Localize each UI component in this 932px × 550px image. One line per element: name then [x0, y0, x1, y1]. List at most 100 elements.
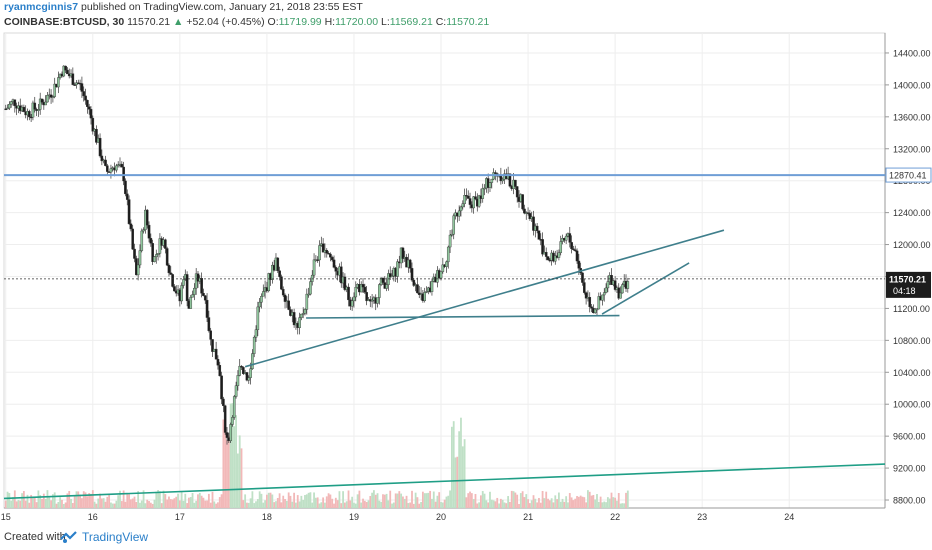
volume-bar — [441, 502, 444, 508]
volume-bar — [568, 493, 571, 508]
candle-body — [568, 233, 572, 243]
candle-body — [140, 230, 144, 251]
candle-body — [91, 117, 95, 132]
volume-bar — [200, 495, 203, 508]
candle-body — [254, 329, 258, 338]
volume-bar — [320, 502, 323, 508]
candle-body — [189, 297, 193, 309]
volume-bar — [599, 496, 602, 508]
volume-bar — [186, 503, 189, 508]
volume-bar — [463, 439, 466, 508]
volume-bar — [42, 493, 45, 508]
volume-bar — [532, 495, 535, 508]
volume-bar — [421, 491, 424, 508]
tradingview-logo-icon[interactable] — [60, 530, 78, 544]
volume-bar — [102, 498, 105, 508]
volume-bar — [291, 501, 294, 508]
volume-bar — [30, 494, 33, 508]
volume-bar — [227, 435, 230, 508]
x-tick-label: 21 — [523, 512, 533, 522]
volume-bar — [75, 491, 78, 508]
volume-bar — [347, 490, 350, 508]
candle-body — [477, 195, 481, 207]
x-tick-label: 24 — [784, 512, 794, 522]
volume-bar — [333, 503, 335, 508]
candle-body — [292, 312, 296, 326]
volume-bar — [287, 492, 290, 508]
chart-header: ryanmcginnis7 published on TradingView.c… — [4, 1, 924, 31]
volume-bar — [144, 503, 147, 508]
candle-body — [229, 424, 232, 442]
candle-body — [33, 102, 37, 110]
volume-bar — [530, 500, 533, 508]
candle-body — [446, 246, 450, 263]
volume-bar — [19, 500, 22, 508]
volume-bar — [440, 501, 442, 508]
volume-bar — [309, 492, 312, 508]
candle-body — [109, 168, 113, 173]
candle-body — [305, 293, 309, 310]
candle-body — [526, 212, 530, 214]
volume-bar — [570, 497, 573, 508]
candle-body — [238, 365, 242, 376]
candle-body — [252, 337, 256, 354]
candle-body — [416, 284, 419, 294]
candle-body — [57, 77, 60, 88]
volume-bar — [438, 492, 441, 508]
tradingview-brand-link[interactable]: TradingView — [82, 530, 149, 544]
volume-bar — [229, 403, 232, 508]
candle-body — [222, 398, 225, 406]
volume-bar — [516, 494, 519, 508]
candle-body — [278, 270, 281, 277]
volume-bar — [565, 496, 568, 508]
volume-bar — [449, 490, 451, 508]
volume-bar — [561, 498, 564, 508]
author-link[interactable]: ryanmcginnis7 — [4, 1, 79, 13]
volume-bar — [612, 497, 615, 508]
x-tick-label: 23 — [697, 512, 707, 522]
volume-bar — [318, 503, 321, 508]
volume-bar — [64, 502, 67, 508]
volume-bar — [86, 496, 89, 508]
volume-bar — [13, 490, 16, 508]
volume-bar — [180, 491, 183, 508]
candle-body — [465, 195, 468, 197]
candle-body — [6, 107, 9, 110]
volume-bar — [129, 499, 132, 508]
volume-bar — [311, 502, 314, 508]
candle-body — [242, 367, 245, 374]
volume-bar — [461, 446, 464, 508]
volume-bar — [175, 496, 178, 508]
volume-bar — [108, 493, 111, 508]
candle-body — [606, 281, 610, 289]
candle-body — [595, 308, 599, 311]
candle-body — [450, 233, 454, 236]
volume-bar — [164, 494, 167, 508]
volume-bar — [496, 497, 499, 508]
candle-body — [575, 250, 579, 262]
volume-bar — [334, 497, 337, 508]
candle-body — [49, 94, 53, 98]
volume-bar — [443, 499, 446, 508]
candle-body — [281, 289, 285, 296]
volume-bar — [111, 503, 114, 508]
volume-bar — [100, 498, 103, 508]
volume-bar — [300, 495, 303, 508]
volume-bar — [24, 500, 27, 508]
volume-bar — [146, 499, 149, 508]
volume-bar — [41, 498, 43, 508]
x-tick-label: 18 — [262, 512, 272, 522]
volume-bar — [273, 502, 276, 508]
candle-body — [271, 264, 274, 280]
volume-bar — [296, 495, 299, 508]
symbol-label[interactable]: COINBASE:BTCUSD, 30 — [4, 16, 125, 28]
volume-bar — [376, 493, 379, 508]
candle-body — [514, 179, 517, 187]
volume-bar — [149, 502, 152, 508]
volume-bar — [363, 500, 366, 508]
volume-bar — [552, 502, 555, 508]
candle-body — [86, 100, 89, 107]
candle-body — [463, 195, 466, 204]
candle-body — [71, 73, 75, 85]
